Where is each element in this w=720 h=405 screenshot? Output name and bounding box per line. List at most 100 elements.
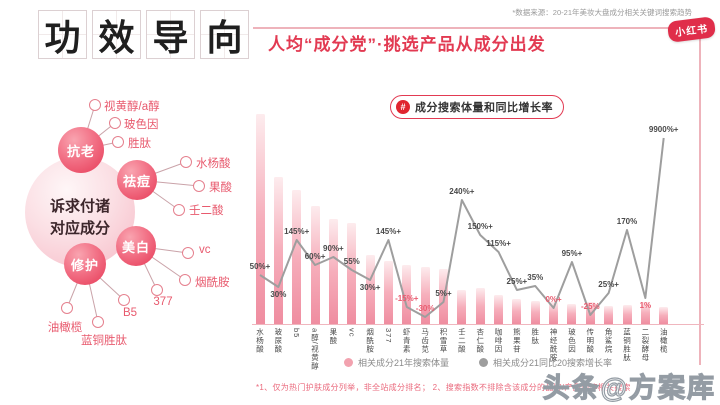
x-axis-label: 传明酸 xyxy=(585,328,595,354)
chart-title: 成分搜索体量和同比增长率 xyxy=(415,102,553,114)
ingredient-node-dot xyxy=(179,274,191,286)
growth-rate-value-label: 25%+ xyxy=(506,277,528,286)
watermark: 头条@方案库 xyxy=(542,372,716,403)
bar-search-volume xyxy=(549,301,559,324)
subtitle: 人均“成分党”·挑选产品从成分出发 xyxy=(268,35,546,54)
bar-search-volume xyxy=(567,304,577,324)
x-axis-label: 烟酰胺 xyxy=(365,328,375,354)
growth-rate-value-label: 240%+ xyxy=(449,187,475,196)
x-axis-label: 油橄榄 xyxy=(659,328,669,354)
xiaohongshu-logo: 小红书 xyxy=(666,16,717,43)
x-axis-label: b5 xyxy=(292,328,302,339)
bar-search-volume xyxy=(383,261,393,324)
growth-rate-value-label: 5%+ xyxy=(435,289,452,298)
ingredient-node-dot xyxy=(173,204,185,216)
ingredient-label: 377 xyxy=(153,296,173,308)
growth-rate-value-label: -15%+ xyxy=(395,294,419,303)
growth-rate-value-label: 60%+ xyxy=(304,252,326,261)
legend-item: 相关成分21年搜索体量 xyxy=(343,356,449,369)
growth-rate-value-label: 0%+ xyxy=(545,295,562,304)
bar-search-volume xyxy=(622,305,632,324)
ingredient-label: 果酸 xyxy=(209,182,232,194)
x-axis-label: 杏仁酸 xyxy=(475,328,485,354)
growth-rate-value-label: 170% xyxy=(616,217,638,226)
bar-search-volume xyxy=(328,219,338,324)
legend-dot-icon xyxy=(343,358,353,367)
growth-rate-value-label: 30%+ xyxy=(359,283,381,292)
growth-rate-value-label: -25% xyxy=(580,302,600,311)
growth-rate-value-label: 95%+ xyxy=(561,249,583,258)
legend-item: 相关成分21同比20搜索增长率 xyxy=(478,356,612,369)
legend-dot-icon xyxy=(478,358,488,367)
ingredient-demand-diagram: 诉求付诸 对应成分 抗老 视黄醇/a醇玻色因胜肽祛痘 水杨酸果酸壬二酸美白 vc 烟酰胺… xyxy=(20,80,258,370)
demand-bubble: 美白 xyxy=(116,226,156,266)
x-axis-label: 积雪草 xyxy=(439,328,448,354)
ingredient-label: vc xyxy=(199,244,211,256)
x-axis-label: 蓝铜胜肽 xyxy=(622,328,632,362)
growth-rate-value-label: 115%+ xyxy=(486,239,511,248)
growth-rate-value-label: 150%+ xyxy=(467,222,493,231)
x-axis-label: 壬二酸 xyxy=(457,328,467,354)
growth-rate-value-label: 145%+ xyxy=(284,227,310,236)
ingredient-label: 胜肽 xyxy=(128,138,151,150)
hash-icon: # xyxy=(396,100,410,114)
growth-rate-value-label: 55% xyxy=(343,257,360,266)
ingredient-node-dot xyxy=(193,180,205,192)
growth-rate-value-label: 25%+ xyxy=(598,280,619,289)
bar-search-volume xyxy=(659,307,669,324)
bar-search-volume xyxy=(273,177,283,324)
bar-search-volume xyxy=(494,294,504,324)
growth-rate-line xyxy=(259,137,665,318)
ingredient-label: 烟酰胺 xyxy=(195,277,230,289)
bar-search-volume xyxy=(457,290,467,324)
demand-bubble: 祛痘 xyxy=(117,160,157,200)
x-axis-label: 咖啡因 xyxy=(494,328,504,354)
x-axis-label: 胜肽 xyxy=(530,328,540,345)
growth-rate-value-label: 145%+ xyxy=(375,227,402,236)
ingredient-node-dot xyxy=(89,99,101,111)
bar-search-volume xyxy=(420,267,430,324)
chart-legend: 相关成分21年搜索体量 相关成分21同比20搜索增长率 xyxy=(252,356,704,369)
ingredient-node-dot xyxy=(112,136,124,148)
ingredient-label: 玻色因 xyxy=(124,119,159,131)
demand-bubble: 修护 xyxy=(64,243,106,285)
ingredient-label: B5 xyxy=(122,307,138,319)
bar-line-chart: 50%+ 30% 145%+ 60%+ 90%+ 55% 30%+ 145%+ -15%+ -30… xyxy=(250,108,704,325)
growth-rate-value-label: 90%+ xyxy=(323,244,344,253)
bar-search-volume xyxy=(512,298,522,324)
growth-rate-value-label: 1% xyxy=(639,301,652,310)
ingredient-label: 蓝铜胜肽 xyxy=(81,335,127,347)
ingredient-label: 壬二酸 xyxy=(189,205,224,217)
x-axis-label: 玻尿酸 xyxy=(273,328,283,354)
page-title: 功 效 导 向 xyxy=(38,10,249,59)
bar-search-volume xyxy=(475,288,485,324)
bar-search-volume xyxy=(347,223,357,324)
growth-rate-value-label: 35% xyxy=(527,273,544,282)
ingredient-node-dot xyxy=(109,117,121,129)
x-axis-label: 377 xyxy=(383,328,393,344)
bar-search-volume xyxy=(292,189,302,324)
center-bubble-label: 诉求付诸 对应成分 xyxy=(38,196,122,240)
ingredient-label: 视黄醇/a醇 xyxy=(104,101,160,113)
title-char-box: 导 xyxy=(146,10,195,59)
x-axis-label: 角鲨烷 xyxy=(604,328,614,354)
x-axis-label: 虾青素 xyxy=(402,328,412,354)
bar-search-volume xyxy=(365,254,375,324)
x-axis-label: 神经酰胺 xyxy=(549,328,559,362)
x-axis-label: vc xyxy=(347,328,357,338)
ingredient-node-dot xyxy=(118,294,130,306)
center-label-line2: 对应成分 xyxy=(49,219,110,237)
x-axis-label: 二裂酵母 xyxy=(640,328,650,362)
demand-bubble: 抗老 xyxy=(58,127,104,173)
growth-rate-value-label: 30% xyxy=(270,290,287,299)
title-char-box: 向 xyxy=(200,10,249,59)
chart-title-pill: # 成分搜索体量和同比增长率 xyxy=(390,95,564,119)
x-axis-label: 果酸 xyxy=(328,328,338,345)
title-char-box: 效 xyxy=(92,10,141,59)
ingredient-node-dot xyxy=(180,156,192,168)
ingredient-label: 水杨酸 xyxy=(196,158,231,170)
decorative-line-horizontal xyxy=(253,27,701,29)
bar-search-volume xyxy=(255,114,265,324)
ingredient-node-dot xyxy=(151,284,163,296)
